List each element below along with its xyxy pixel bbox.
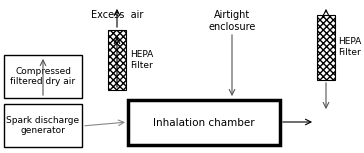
- Text: Compressed
filtered dry air: Compressed filtered dry air: [11, 67, 76, 86]
- Bar: [128, 100, 280, 145]
- Text: Spark discharge
generator: Spark discharge generator: [7, 116, 80, 135]
- Text: Excess  air: Excess air: [91, 10, 143, 20]
- Text: HEPA
Filter: HEPA Filter: [338, 37, 361, 57]
- Text: Inhalation chamber: Inhalation chamber: [153, 118, 255, 127]
- Text: HEPA
Filter: HEPA Filter: [130, 50, 153, 70]
- Text: Airtight
enclosure: Airtight enclosure: [208, 10, 256, 32]
- Bar: [317, 15, 335, 80]
- Bar: [108, 30, 126, 90]
- Bar: [4, 55, 82, 98]
- Bar: [4, 104, 82, 147]
